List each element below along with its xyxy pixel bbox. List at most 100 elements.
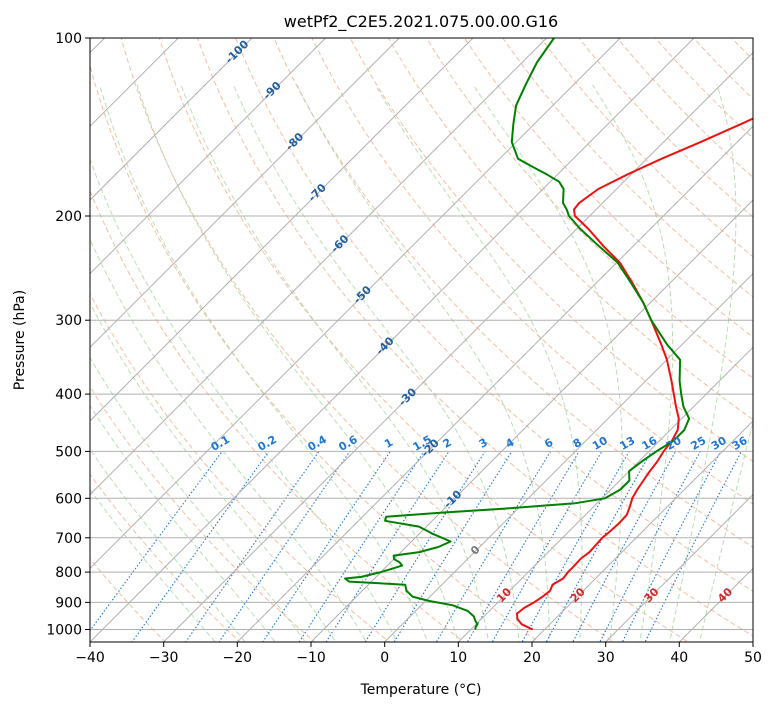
dry-adiabat-line [502, 38, 753, 298]
moist-adiabat-line [90, 404, 276, 642]
isotherm-gridline [457, 346, 753, 642]
mixing-ratio-label: 0.2 [256, 433, 279, 454]
x-tick-label: 0 [380, 650, 389, 666]
dry-adiabat-line [235, 38, 753, 592]
mixing-ratio-label: 1 [382, 436, 395, 451]
mixing-ratio-label: 16 [640, 434, 660, 453]
mixing-ratio-line [599, 451, 701, 642]
line-labels: 0.1 0.2 0.4 0.6 1 1.5 2 3 4 6 8 10 13 16 20 25 30 36-100-… [209, 37, 750, 605]
mixing-ratio-line [262, 451, 391, 642]
moist-adiabat-line [180, 84, 490, 642]
moist-adiabat-line [90, 488, 216, 642]
plot-frame [89, 37, 754, 643]
dry-adiabat-line [311, 38, 753, 505]
x-tick-label: −30 [149, 650, 179, 666]
dry-adiabat-line [158, 38, 690, 642]
x-tick-label: 10 [449, 650, 467, 666]
mixing-ratio-label: 10 [590, 434, 610, 453]
moist-adiabat-line [232, 84, 520, 642]
axes: −40 −30 −20 −10 0 10 20 30 40 50 100 200 300 400 500 60… [46, 31, 762, 666]
mixing-ratio-line [435, 451, 552, 642]
mixing-ratio-line [364, 451, 486, 642]
isotherm-gridline [90, 38, 695, 642]
x-tick-label: 50 [744, 650, 762, 666]
isotherm-label: -30 [396, 385, 419, 408]
moist-adiabat-line [90, 158, 398, 642]
y-tick-label: 100 [55, 31, 82, 47]
dry-adiabat-line [692, 38, 753, 100]
isotherm-gridline [90, 38, 180, 128]
mixing-ratio-label: 0.4 [306, 433, 330, 454]
mixing-ratio-line [393, 451, 513, 642]
isotherm-gridline [90, 38, 622, 570]
isotherm-gridline [0, 11, 58, 654]
dry-adiabat-line [349, 38, 753, 463]
x-tick-label: 30 [597, 650, 615, 666]
mixing-ratio-line [491, 451, 603, 642]
mixing-ratio-label: 0.1 [209, 433, 232, 454]
isotherm-gridline [90, 38, 548, 496]
y-axis-label: Pressure (hPa) [12, 290, 28, 390]
mixing-ratio-label: 2 [441, 436, 454, 451]
moist-adiabat-line [592, 84, 674, 642]
dry-adiabat-line [90, 63, 540, 642]
y-tick-label: 300 [55, 313, 82, 329]
dry-adiabat-line [90, 292, 391, 642]
moist-adiabat-line [99, 84, 429, 642]
mixing-ratio-line [644, 451, 742, 642]
isotherm-gridline [752, 641, 753, 642]
isotherm-gridline [531, 420, 753, 642]
dry-adiabat-line [425, 38, 753, 379]
isotherm-gridline [90, 38, 401, 349]
moist-adiabat-line [90, 356, 307, 642]
dewpoint-line [344, 38, 691, 630]
dry-adiabat-line [731, 38, 753, 61]
isotherm-label: -60 [328, 232, 351, 255]
x-axis-label: Temperature (°C) [360, 682, 482, 698]
mixing-ratio-line [621, 451, 722, 642]
dry-adiabat-line [464, 38, 753, 338]
isotherm-gridline [90, 38, 474, 422]
dry-adiabat-line [387, 38, 753, 421]
mixing-ratio-line [298, 451, 425, 642]
isotherm-label: -50 [351, 283, 374, 306]
mixing-ratio-label: 25 [689, 434, 709, 453]
dry-adiabat-line [273, 38, 753, 548]
isotherm-gridline [383, 272, 753, 642]
x-tick-label: 20 [523, 650, 541, 666]
y-tick-label: 700 [55, 531, 82, 547]
y-tick-label: 400 [55, 387, 82, 403]
x-tick-label: 40 [670, 650, 688, 666]
isotherm-label: -90 [261, 79, 284, 102]
moist-adiabat-line [472, 84, 623, 642]
moist-adiabat-line [296, 84, 550, 642]
mixing-ratio-label: 20 [664, 434, 684, 453]
mixing-ratio-label: 8 [571, 436, 584, 451]
x-tick-label: −40 [75, 650, 105, 666]
background-lines [0, 11, 775, 654]
isotherm-gridline [310, 199, 753, 642]
y-tick-label: 1000 [46, 623, 82, 639]
dry-adiabat-line [757, 25, 775, 654]
dry-adiabat-line [90, 385, 316, 642]
dry-adiabat-line [90, 473, 241, 642]
mixing-ratio-label: 13 [618, 434, 638, 453]
isotherm-label: -40 [373, 334, 396, 357]
dry-adiabat-line [578, 38, 753, 218]
dry-adiabat-line [90, 557, 167, 642]
mixing-ratio-label: 30 [709, 434, 729, 453]
x-tick-label: −20 [223, 650, 253, 666]
moist-adiabat-line [90, 448, 246, 642]
y-tick-label: 200 [55, 209, 82, 225]
isotherm-label: -10 [441, 487, 464, 510]
dry-adiabat-line [196, 38, 753, 637]
isotherm-gridline [90, 38, 253, 201]
chart-title: wetPf2_C2E5.2021.075.00.00.G16 [284, 12, 558, 32]
y-tick-label: 600 [55, 491, 82, 507]
isotherm-gridline [604, 493, 753, 642]
isotherm-gridline [90, 38, 327, 275]
moist-adiabat-line [699, 420, 753, 642]
profile-lines [344, 38, 753, 631]
